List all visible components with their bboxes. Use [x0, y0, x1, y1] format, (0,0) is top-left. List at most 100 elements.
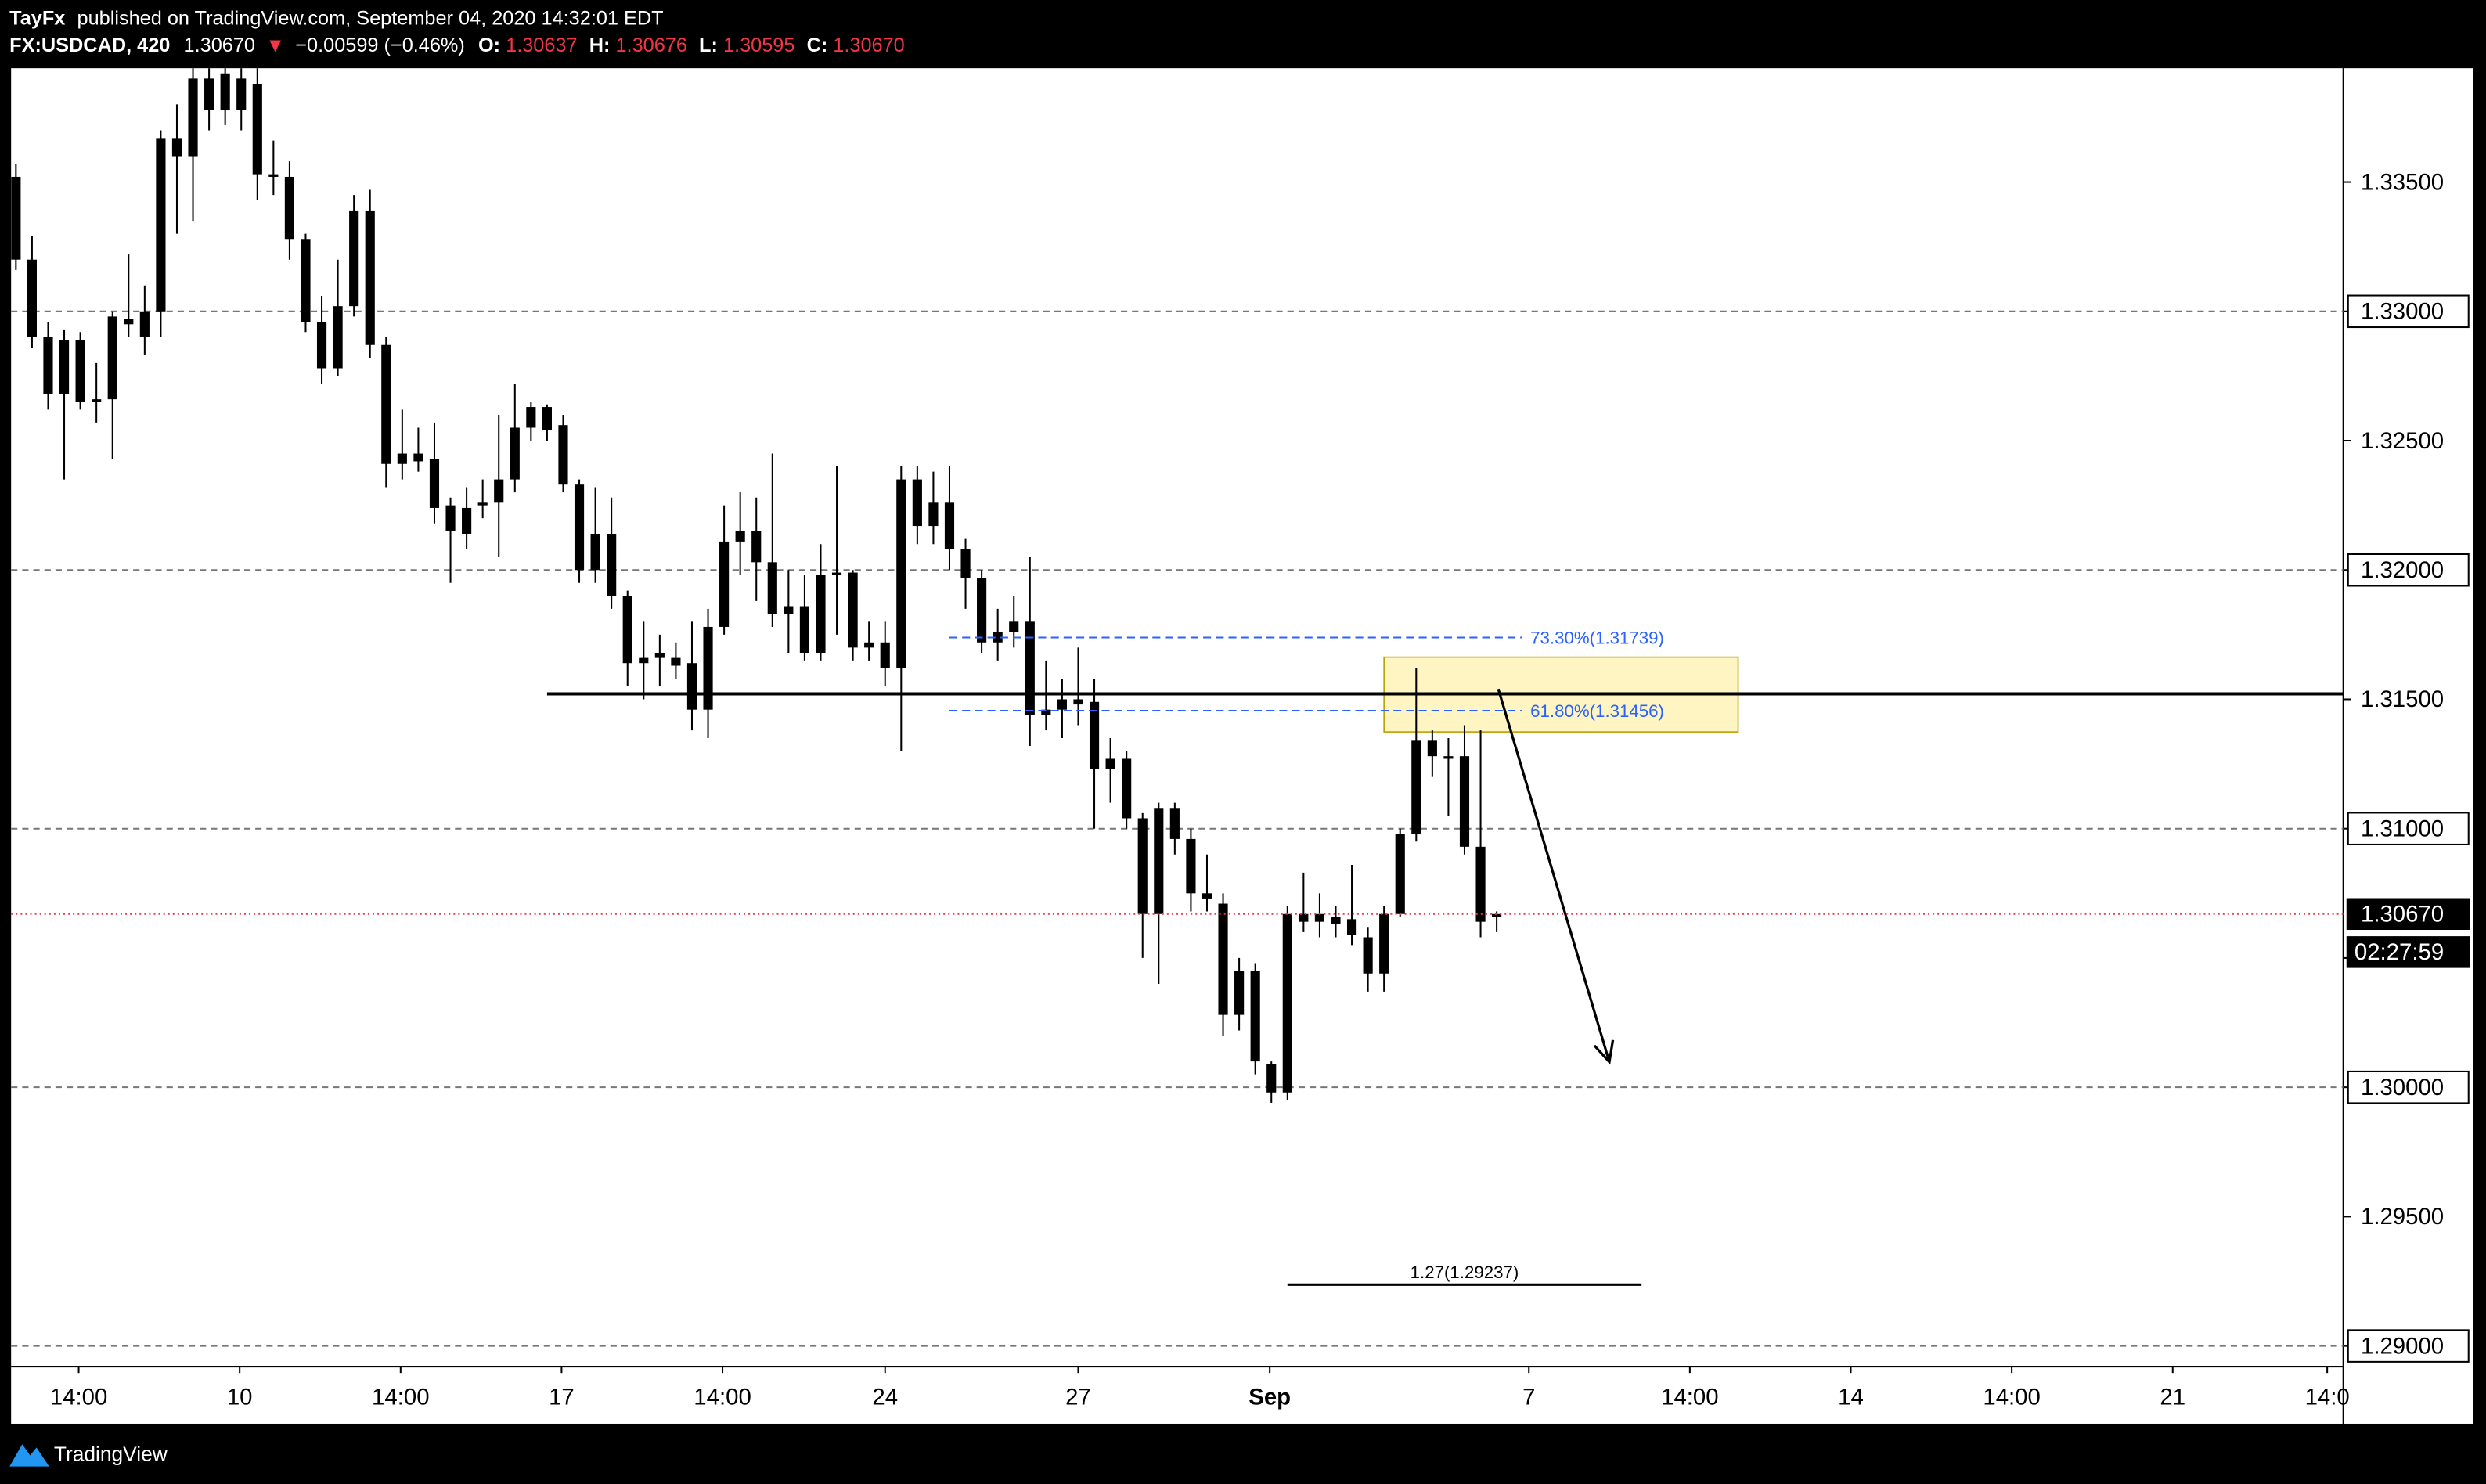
candle-body: [284, 176, 294, 240]
open-label: O:: [478, 34, 500, 56]
candle-body: [1202, 893, 1212, 899]
candle-body: [719, 541, 730, 627]
candle-body: [816, 575, 826, 653]
candle-body: [1250, 971, 1260, 1062]
candle-body: [1169, 808, 1180, 839]
candle-body: [477, 502, 488, 506]
candle-body: [124, 319, 134, 325]
candle-body: [204, 78, 214, 110]
candle-body: [751, 531, 762, 563]
candle-body: [27, 259, 37, 337]
candle-body: [622, 596, 632, 664]
x-tick-label: 14:0: [2305, 1384, 2350, 1410]
candle-body: [607, 533, 617, 596]
candle-body: [526, 407, 536, 428]
x-tick-label: 14: [1838, 1384, 1864, 1410]
candle-body: [896, 479, 906, 668]
y-tick-label: 1.31000: [2361, 816, 2444, 841]
x-tick-label: 14:00: [372, 1384, 429, 1410]
candle-body: [462, 507, 472, 534]
candle-body: [301, 239, 311, 322]
candle-body: [767, 562, 777, 614]
candle-body: [880, 642, 890, 668]
candle-body: [75, 340, 85, 402]
last-price-label: 1.30670: [2361, 902, 2444, 928]
candle-body: [1411, 740, 1421, 834]
candle-body: [784, 606, 794, 614]
candle-body: [349, 210, 359, 307]
candle-body: [1427, 740, 1437, 757]
candle-body: [268, 174, 279, 177]
candle-body: [1122, 758, 1132, 819]
countdown-box: [2346, 936, 2470, 968]
candle-body: [928, 502, 939, 527]
plot: 73.30%(1.31739) 61.80%(1.31456) 1.27(1.292…: [11, 68, 2344, 1347]
candle-body: [654, 652, 665, 658]
candle-body: [1073, 699, 1083, 705]
y-tick-label: 1.33000: [2361, 299, 2444, 325]
candle-body: [1105, 758, 1115, 769]
x-tick-label: 14:00: [694, 1384, 751, 1410]
candle-body: [993, 632, 1003, 643]
x-tick-label: 14:00: [50, 1384, 107, 1410]
candle-body: [11, 176, 21, 260]
last-price-box: [2346, 898, 2470, 931]
candle-body: [977, 578, 987, 643]
candle-body: [1346, 919, 1357, 935]
candle-body: [1459, 756, 1470, 847]
candle-body: [510, 427, 520, 480]
axes: 1.290001.295001.300001.305001.310001.315…: [50, 169, 2470, 1410]
candle-body: [1266, 1064, 1277, 1093]
low: 1.30595: [723, 34, 794, 56]
candle-body: [574, 484, 585, 571]
candle-body: [558, 425, 568, 485]
candle-body: [1057, 699, 1067, 710]
footer-brand: TradingView: [54, 1442, 168, 1465]
x-tick-label: 24: [872, 1384, 898, 1410]
candle-body: [590, 533, 600, 571]
candle-body: [107, 316, 117, 400]
candle-body: [252, 83, 262, 175]
candle-body: [1234, 971, 1245, 1015]
y-tick-box: [2347, 1070, 2470, 1104]
chart-background: [11, 68, 2473, 1424]
candle-body: [864, 642, 874, 648]
candle-body: [735, 531, 745, 542]
candle-body: [639, 657, 649, 664]
x-tick-label: 14:00: [1983, 1384, 2040, 1410]
candle-body: [1025, 621, 1035, 715]
y-tick-label: 1.29000: [2361, 1333, 2444, 1359]
candle-body: [333, 306, 343, 369]
open: 1.30637: [506, 34, 577, 56]
x-tick-label: Sep: [1248, 1384, 1291, 1410]
candle-body: [316, 322, 327, 369]
direction: ▼: [265, 34, 285, 56]
candle-body: [171, 138, 182, 157]
candle-body: [1041, 709, 1051, 715]
x-tick-label: 27: [1065, 1384, 1091, 1410]
candle-body: [686, 663, 697, 710]
published: published on TradingView.com, September …: [77, 7, 664, 29]
low-label: L:: [699, 34, 718, 56]
header-line: TayFx published on TradingView.com, Sept…: [9, 7, 663, 29]
close: 1.30670: [833, 34, 904, 56]
candle-body: [1218, 903, 1228, 1015]
candle-body: [494, 479, 504, 503]
y-tick-box: [2347, 1329, 2470, 1363]
author: TayFx: [9, 7, 65, 29]
candle-body: [156, 138, 166, 312]
candle-body: [1137, 818, 1148, 914]
arrow-shaft: [1497, 688, 1611, 1063]
candle-body: [43, 337, 53, 394]
countdown-label: 02:27:59: [2354, 939, 2444, 965]
y-tick-label: 1.31500: [2361, 686, 2444, 712]
candle-body: [1379, 913, 1389, 974]
symbol-line: FX:USDCAD, 420 1.30670 ▼ −0.00599 (−0.46…: [9, 34, 905, 56]
y-tick-label: 1.32500: [2361, 428, 2444, 454]
candle-body: [365, 210, 375, 345]
y-tick-label: 1.30000: [2361, 1075, 2444, 1100]
close-label: C:: [807, 34, 828, 56]
fib-label: 61.80%(1.31456): [1530, 701, 1664, 721]
x-tick-label: 17: [549, 1384, 575, 1410]
